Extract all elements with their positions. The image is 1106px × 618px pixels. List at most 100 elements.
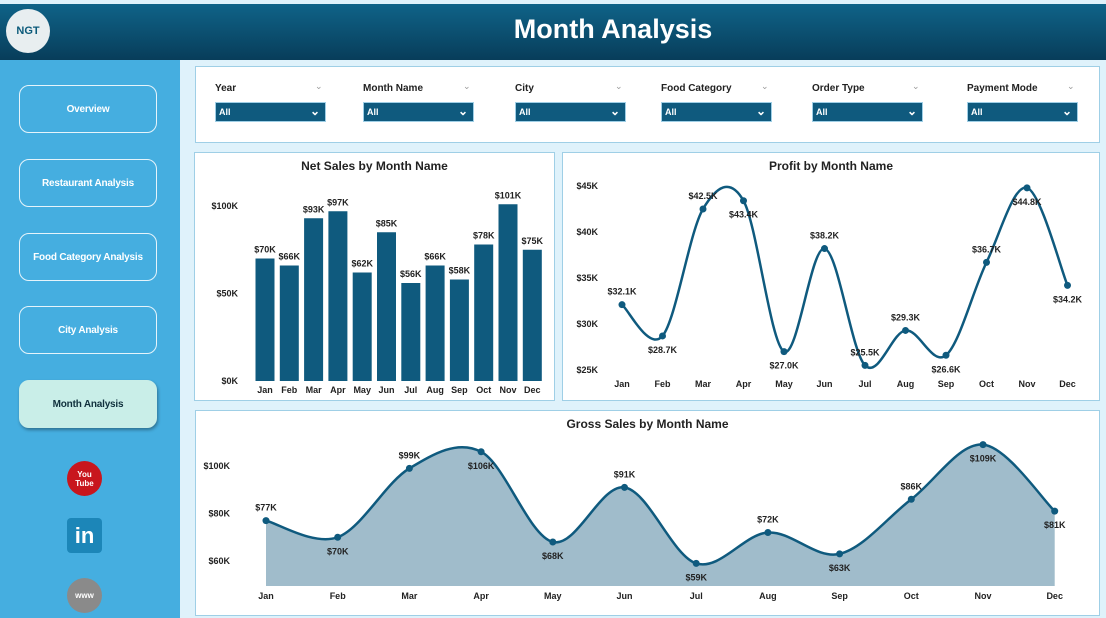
chart-title: Gross Sales by Month Name [566,417,729,431]
data-label: $56K [400,269,422,279]
data-point [405,464,413,472]
bar [279,265,299,381]
x-tick-label: Jul [690,591,703,601]
data-label: $27.0K [769,361,799,371]
data-point [618,301,626,309]
y-tick-label: $100K [203,461,230,471]
x-tick-label: Feb [281,385,298,395]
x-tick-label: Aug [426,385,444,395]
data-point [821,245,828,253]
x-tick-label: Mar [695,379,712,389]
y-tick-label: $45K [576,181,598,191]
data-label: $62K [351,259,373,269]
x-tick-label: Jun [378,385,394,395]
net-sales-chart: Net Sales by Month Name $0K $50K $100K $70K… [194,152,555,401]
data-label: $68K [542,551,564,561]
bar [255,258,275,381]
nav-restaurant-analysis-button[interactable]: Restaurant Analysis [19,159,157,207]
filter-dropdown[interactable]: All ⌄ [515,102,626,122]
filter-dropdown[interactable]: All ⌄ [661,102,772,122]
data-label: $34.2K [1053,294,1083,304]
data-label: $81K [1044,520,1066,530]
data-point [780,348,788,356]
filter-dropdown[interactable]: All ⌄ [215,102,326,122]
chevron-down-icon[interactable]: ⌄ [912,81,920,91]
x-tick-label: May [353,385,371,395]
data-label: $75K [522,236,544,246]
chart-title: Net Sales by Month Name [301,159,448,173]
filter-dropdown[interactable]: All ⌄ [967,102,1078,122]
x-tick-label: Feb [330,591,347,601]
data-point [1023,184,1031,192]
chart-title: Profit by Month Name [768,159,893,173]
bar [401,283,421,381]
x-tick-label: Nov [1018,379,1035,389]
chevron-down-icon[interactable]: ⌄ [761,81,769,91]
x-tick-label: Dec [524,385,541,395]
data-label: $42.5K [688,191,718,201]
data-point [699,205,707,213]
profit-chart: Profit by Month Name $25K $30K $35K $40K $45… [562,152,1100,401]
x-tick-label: Oct [979,379,994,389]
bar [377,232,396,381]
filter-label: City [515,83,534,94]
data-point [764,529,772,536]
x-tick-label: Jul [858,379,871,389]
y-tick-label: $40K [576,227,598,237]
x-tick-label: Feb [654,379,671,389]
filter-dropdown[interactable]: All ⌄ [363,102,474,122]
x-tick-label: Nov [499,385,516,395]
data-point [1064,281,1071,289]
chevron-down-icon: ⌄ [906,104,917,118]
nav-food-category-analysis-button[interactable]: Food Category Analysis [19,233,157,281]
bar [449,279,469,381]
data-label: $70K [327,546,349,556]
filter-value: All [665,107,677,117]
filter-label: Food Category [661,83,732,94]
filter-value: All [816,107,828,117]
chevron-down-icon: ⌄ [309,104,320,118]
y-tick-label: $50K [216,289,238,299]
data-label: $77K [255,503,277,513]
data-point [549,538,557,546]
header: NGT Month Analysis [0,4,1106,60]
x-tick-label: Sep [938,379,955,389]
bar [304,218,324,381]
nav-overview-button[interactable]: Overview [19,85,157,133]
linkedin-icon[interactable]: in [67,518,102,553]
data-label: $43.4K [729,210,759,220]
data-label: $32.1K [607,287,637,297]
data-label: $38.2K [810,231,840,241]
nav-city-analysis-button[interactable]: City Analysis [19,306,157,354]
data-point [979,441,987,449]
data-label: $70K [254,245,276,255]
x-tick-label: Aug [759,591,777,601]
nav-month-analysis-button[interactable]: Month Analysis [19,380,157,428]
chevron-down-icon[interactable]: ⌄ [615,81,623,91]
gross-sales-chart: Gross Sales by Month Name $60K $80K $100K $… [195,410,1100,616]
chevron-down-icon[interactable]: ⌄ [1067,81,1075,91]
chevron-down-icon[interactable]: ⌄ [315,81,323,91]
x-tick-label: Jul [404,385,417,395]
data-point [907,495,915,503]
website-globe-icon[interactable]: www [67,578,102,613]
x-tick-label: May [775,379,793,389]
data-point [621,483,628,491]
filter-panel: Year ⌄ All ⌄ Month Name ⌄ All ⌄ City ⌄ All ⌄ F… [195,66,1100,143]
x-tick-label: Dec [1046,591,1063,601]
x-tick-label: Jun [816,379,832,389]
data-label: $101K [495,190,522,200]
data-label: $66K [279,252,301,262]
chevron-down-icon: ⌄ [1061,104,1072,118]
y-tick-label: $35K [576,273,598,283]
data-label: $106K [468,461,495,471]
y-tick-label: $30K [576,319,598,329]
x-tick-label: Mar [306,385,323,395]
x-tick-label: Nov [974,591,991,601]
area-fill [266,444,1055,586]
x-tick-label: Jan [614,379,630,389]
chevron-down-icon[interactable]: ⌄ [463,81,471,91]
youtube-icon[interactable]: You Tube [67,461,102,496]
profit-line [621,185,1069,370]
filter-dropdown[interactable]: All ⌄ [812,102,923,122]
